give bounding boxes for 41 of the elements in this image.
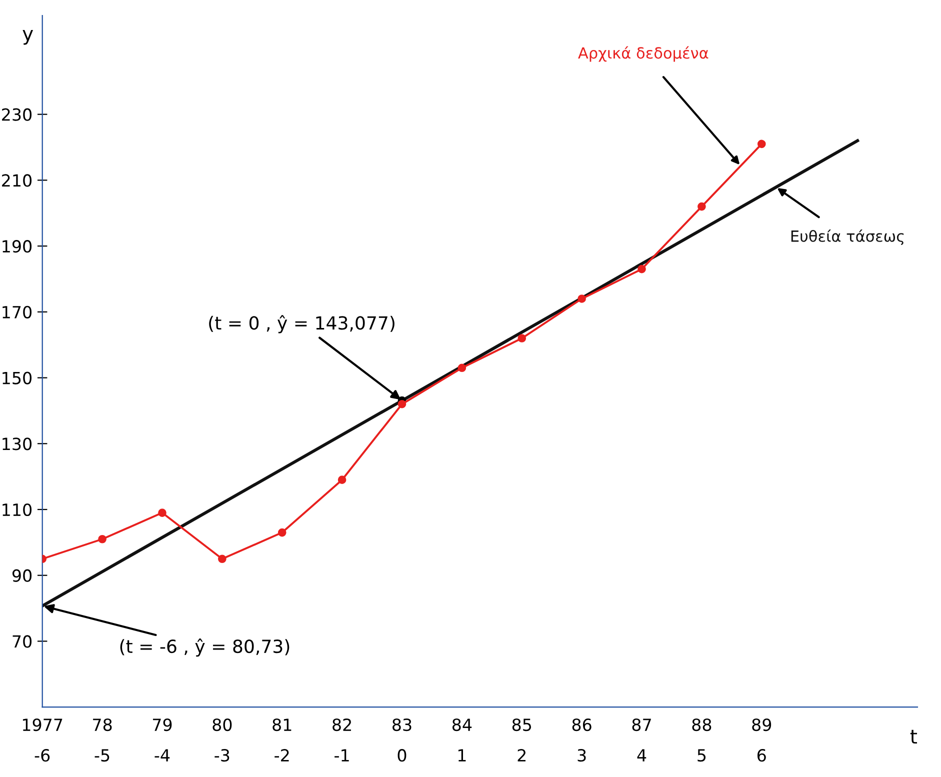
x-tick-label: 4 (637, 749, 646, 762)
annotation: (t = -6 , ŷ = 80,73) (120, 638, 290, 657)
x-tick-label: 6 (757, 749, 766, 762)
x2-tick-label: 88 (692, 718, 712, 732)
x-tick-label: 3 (578, 749, 586, 762)
y-axis-title: y (22, 30, 34, 45)
x-tick-label: -5 (94, 749, 110, 762)
x2-tick-label: 81 (272, 718, 292, 732)
y-tick-label: 110 (2, 503, 32, 516)
y-tick-label: 150 (2, 372, 32, 384)
x2-tick-label: 89 (752, 718, 772, 732)
x-tick-label: 2 (518, 749, 526, 762)
text: Ευθεία τάσεως (791, 229, 904, 245)
x2-tick-label: 84 (452, 718, 472, 732)
y-tick-label: 130 (2, 438, 32, 450)
x-axis-title: t (910, 730, 918, 744)
x2-tick-label: 78 (93, 718, 112, 732)
annotation: (t = 0 , ŷ = 143,077) (209, 315, 394, 334)
text: Αρχικά δεδομένα (578, 46, 708, 62)
x-tick-label: 5 (698, 749, 706, 762)
x2-tick-label: 79 (152, 718, 172, 732)
x-tick-label: -4 (154, 749, 170, 762)
y-tick-label: 210 (2, 174, 32, 187)
y-tick-label: 190 (2, 240, 32, 253)
y-tick-label: 90 (12, 569, 32, 582)
y-tick-label: 70 (12, 635, 32, 648)
x2-tick-label: 87 (632, 718, 651, 732)
y-tick-label: 230 (2, 108, 32, 121)
x-tick-label: -3 (214, 749, 230, 762)
x2-tick-label: 86 (572, 718, 592, 732)
x2-tick-label: 1977 (22, 718, 62, 732)
x-tick-label: 0 (398, 749, 406, 762)
x-tick-label: 1 (458, 749, 466, 762)
x2-tick-label: 83 (392, 718, 412, 732)
x2-tick-label: 85 (512, 718, 532, 732)
x-tick-label: -1 (334, 749, 349, 762)
x-tick-label: -2 (274, 749, 289, 762)
x2-tick-label: 82 (332, 718, 351, 732)
x-tick-label: -6 (34, 749, 50, 762)
x2-tick-label: 80 (212, 718, 232, 732)
y-tick-label: 170 (2, 306, 32, 318)
